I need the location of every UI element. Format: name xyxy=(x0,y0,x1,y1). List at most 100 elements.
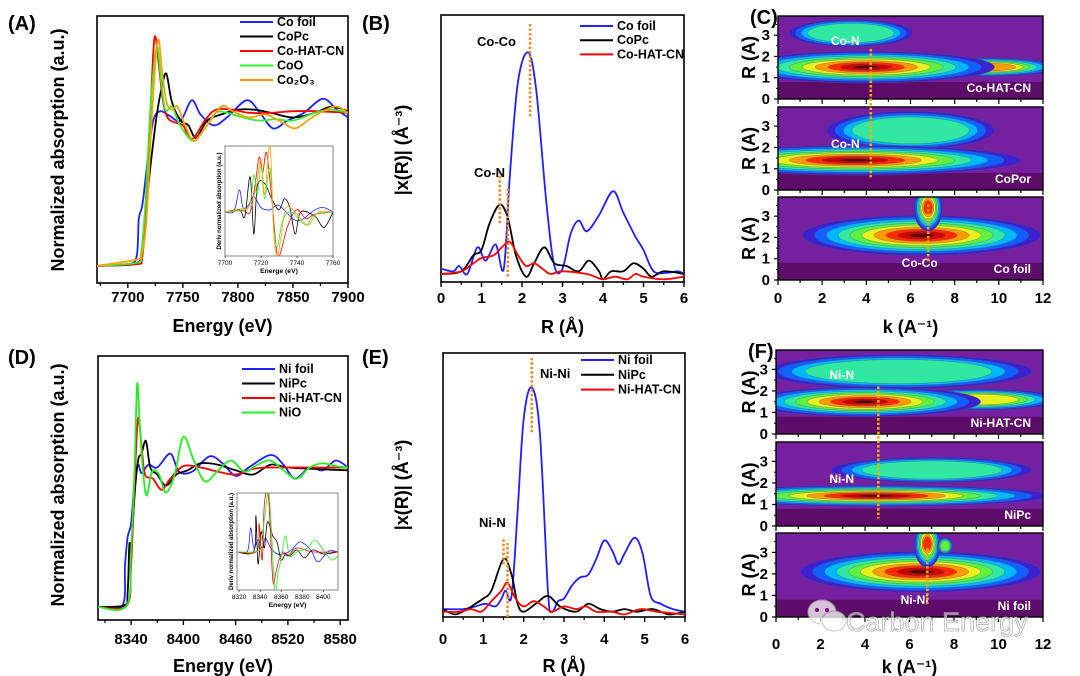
legend-label: Ni-HAT-CN xyxy=(279,391,342,405)
bond-annotation: Co-N xyxy=(831,34,860,48)
heatmap-background-low xyxy=(778,81,1043,99)
inset-y-axis-title: Deriv normalized absorption (a.u.) xyxy=(217,152,223,249)
series-line-nipc xyxy=(237,515,338,565)
bond-annotation: Co-Co xyxy=(902,256,938,270)
legend-item: Ni foil xyxy=(242,362,314,376)
y-tick-label: 0 xyxy=(762,182,770,199)
y-tick-label: 0 xyxy=(762,272,770,289)
x-tick-label: 4 xyxy=(599,290,608,307)
legend-label: Co foil xyxy=(277,15,316,29)
inset-x-axis-title: Energy (eV) xyxy=(269,602,307,609)
x-tick-label: 5 xyxy=(640,631,648,648)
peak-annotation: Ni-Ni xyxy=(540,366,570,381)
x-tick-label: 12 xyxy=(1035,290,1052,307)
heatmap-background-low xyxy=(776,416,1043,434)
contour-level xyxy=(804,359,993,384)
x-tick-label: 5 xyxy=(639,290,647,307)
x-tick-label: 2 xyxy=(518,290,526,307)
x-tick-label: 8 xyxy=(950,290,958,307)
y-tick-label: 0 xyxy=(760,609,768,626)
legend-item: Ni foil xyxy=(581,353,653,367)
panel-label: (C) xyxy=(750,7,778,29)
legend-label: NiO xyxy=(279,406,302,420)
y-tick-label: 3 xyxy=(760,361,768,378)
y-tick-label: 1 xyxy=(760,404,768,421)
contour-level xyxy=(940,540,951,552)
peak-annotation: Co-N xyxy=(474,165,505,180)
heatmap-background-low xyxy=(776,599,1043,617)
legend-item: Ni-HAT-CN xyxy=(581,383,681,397)
panel-label: (E) xyxy=(362,347,389,369)
x-tick-label: 8580 xyxy=(323,631,356,648)
y-axis-title: R (A) xyxy=(739,463,759,506)
x-tick-label: 7900 xyxy=(331,289,364,306)
y-tick-label: 1 xyxy=(762,251,770,268)
x-tick-label: 6 xyxy=(906,290,914,307)
y-tick-label: 3 xyxy=(762,27,770,44)
x-tick-label: 6 xyxy=(681,631,689,648)
heatmap-co-foil: 0 1 2 3R (A) Co foil Co-Co xyxy=(739,196,1044,289)
x-tick-label: 2 xyxy=(816,636,824,653)
legend-item: CoPc xyxy=(240,30,309,44)
series-line-coo xyxy=(225,165,333,248)
series-line-nipc xyxy=(443,557,685,616)
inset-A: 7700 7720 7740 7760 Energe (eV) Deriv normali… xyxy=(217,145,341,275)
legend-item: NiO xyxy=(242,406,302,420)
legend-item: Co foil xyxy=(580,19,656,33)
legend-item: CoPc xyxy=(580,33,649,47)
y-axis-title: R (A) xyxy=(739,127,759,170)
contour-level xyxy=(807,23,895,43)
x-tick-label: 4 xyxy=(862,290,871,307)
heatmap-ni-hat-cn: 0 1 2 3R (A) Ni-HAT-CN Ni-N xyxy=(739,349,1044,443)
series-line-co-o- xyxy=(225,146,333,256)
x-axis-title: R (Å) xyxy=(543,656,586,676)
y-tick-label: 1 xyxy=(760,587,768,604)
x-tick-label: 0 xyxy=(774,290,782,307)
x-tick-label: 6 xyxy=(905,636,913,653)
contour-level xyxy=(923,536,932,552)
x-tick-label: 10 xyxy=(990,290,1007,307)
y-axis-title: |x(R)| (Å⁻³) xyxy=(392,105,412,196)
contour-level xyxy=(909,233,934,238)
panel-label: (D) xyxy=(8,347,36,369)
legend-item: Ni-HAT-CN xyxy=(242,391,342,405)
series-line-ni-foil xyxy=(237,527,338,563)
x-tick-label: 8360 xyxy=(274,594,289,601)
heatmap-copor: 0 1 2 3R (A) CoPor Co-N xyxy=(739,106,1044,199)
x-tick-label: 7700 xyxy=(218,260,233,267)
x-tick-label: 0 xyxy=(439,631,447,648)
plot-frame xyxy=(442,352,686,618)
contour-level xyxy=(908,569,933,575)
legend-item: CoO xyxy=(240,59,304,73)
legend-label: Ni-HAT-CN xyxy=(618,383,681,397)
contour-level xyxy=(838,158,873,162)
y-axis-title: Normalized absorption (a.u.) xyxy=(48,363,68,606)
x-tick-label: 4 xyxy=(861,636,870,653)
x-tick-label: 7760 xyxy=(326,260,341,267)
series-line-coo xyxy=(97,45,348,267)
heatmap-nipc: 0 1 2 3R (A) NiPc Ni-N xyxy=(739,441,1044,535)
panel-label: (B) xyxy=(362,13,390,35)
y-axis-title: |x(R)| (Å⁻³) xyxy=(392,440,412,531)
plot-frame xyxy=(236,492,339,591)
legend-label: CoPc xyxy=(617,33,649,47)
peak-annotation: Ni-N xyxy=(479,515,506,530)
series-line-co-o- xyxy=(97,38,348,267)
legend-item: NiPc xyxy=(581,368,646,382)
heatmap-background-low xyxy=(778,262,1043,280)
plot-frame xyxy=(440,14,685,283)
x-axis-title: Energy (eV) xyxy=(173,656,273,676)
x-axis-title: Energy (eV) xyxy=(172,316,272,336)
y-tick-label: 1 xyxy=(762,70,770,87)
peak-annotation: Co-Co xyxy=(477,34,516,49)
x-tick-label: 8320 xyxy=(232,594,247,601)
x-tick-label: 7700 xyxy=(111,289,144,306)
panel-label: (F) xyxy=(748,341,774,363)
y-tick-label: 3 xyxy=(760,453,768,470)
x-tick-label: 8340 xyxy=(114,631,147,648)
watermark-text: Carbon Energy xyxy=(846,607,1028,637)
bond-annotation: Co-N xyxy=(831,137,860,151)
legend-label: Ni foil xyxy=(279,362,314,376)
x-tick-label: 8520 xyxy=(271,631,304,648)
